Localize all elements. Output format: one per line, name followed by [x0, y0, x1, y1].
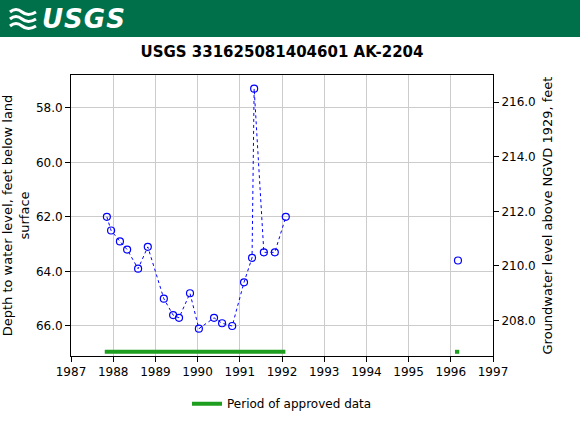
svg-text:1991: 1991 — [225, 365, 256, 379]
svg-text:1997: 1997 — [478, 365, 509, 379]
svg-text:1993: 1993 — [309, 365, 340, 379]
svg-text:60.0: 60.0 — [36, 156, 63, 170]
svg-text:214.0: 214.0 — [501, 150, 535, 164]
svg-text:1989: 1989 — [140, 365, 171, 379]
svg-text:Depth to water level, feet bel: Depth to water level, feet below landsur… — [0, 95, 32, 337]
svg-text:1996: 1996 — [436, 365, 467, 379]
svg-text:1988: 1988 — [98, 365, 129, 379]
svg-text:1992: 1992 — [267, 365, 298, 379]
svg-text:208.0: 208.0 — [501, 314, 535, 328]
svg-text:Groundwater level above NGVD 1: Groundwater level above NGVD 1929, feet — [540, 77, 555, 355]
svg-text:Period of approved data: Period of approved data — [227, 397, 371, 411]
svg-text:1987: 1987 — [56, 365, 87, 379]
svg-text:1990: 1990 — [182, 365, 213, 379]
svg-text:66.0: 66.0 — [36, 319, 63, 333]
svg-text:1994: 1994 — [351, 365, 382, 379]
svg-text:62.0: 62.0 — [36, 210, 63, 224]
svg-text:212.0: 212.0 — [501, 205, 535, 219]
svg-text:64.0: 64.0 — [36, 265, 63, 279]
svg-text:USGS 331625081404601 AK-2204: USGS 331625081404601 AK-2204 — [140, 43, 423, 61]
svg-text:210.0: 210.0 — [501, 259, 535, 273]
svg-text:216.0: 216.0 — [501, 95, 535, 109]
html-text:USGS: USGS — [42, 3, 126, 34]
svg-text:1995: 1995 — [393, 365, 424, 379]
svg-text:58.0: 58.0 — [36, 101, 63, 115]
